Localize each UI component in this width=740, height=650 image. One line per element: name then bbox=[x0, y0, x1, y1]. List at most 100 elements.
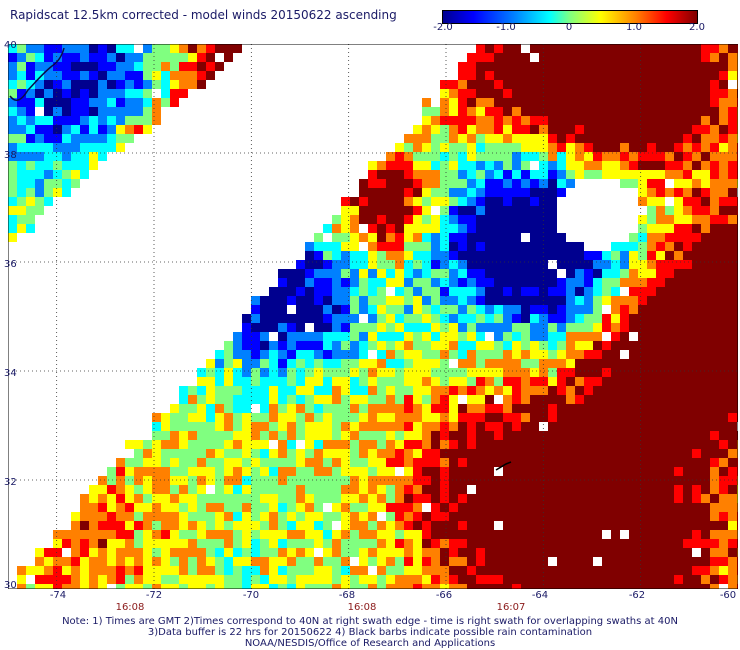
wind-cell bbox=[692, 143, 701, 152]
wind-cell bbox=[359, 566, 368, 575]
wind-cell bbox=[440, 539, 449, 548]
wind-cell bbox=[278, 269, 287, 278]
wind-cell bbox=[377, 557, 386, 566]
wind-cell bbox=[683, 296, 692, 305]
wind-cell bbox=[332, 350, 341, 359]
wind-cell bbox=[395, 431, 404, 440]
wind-cell bbox=[512, 80, 521, 89]
wind-cell bbox=[566, 152, 575, 161]
wind-cell bbox=[323, 332, 332, 341]
wind-cell bbox=[692, 215, 701, 224]
wind-cell bbox=[728, 323, 737, 332]
wind-cell bbox=[269, 386, 278, 395]
wind-cell bbox=[341, 251, 350, 260]
wind-cell bbox=[17, 584, 26, 589]
wind-cell bbox=[440, 503, 449, 512]
wind-cell bbox=[143, 503, 152, 512]
wind-cell bbox=[557, 449, 566, 458]
wind-cell bbox=[656, 44, 665, 53]
wind-cell bbox=[647, 170, 656, 179]
wind-cell bbox=[683, 44, 692, 53]
wind-cell bbox=[692, 332, 701, 341]
wind-cell bbox=[116, 476, 125, 485]
wind-cell bbox=[620, 431, 629, 440]
wind-cell bbox=[269, 476, 278, 485]
wind-cell bbox=[440, 125, 449, 134]
wind-cell bbox=[647, 71, 656, 80]
wind-cell bbox=[701, 530, 710, 539]
wind-cell bbox=[701, 467, 710, 476]
wind-cell bbox=[512, 494, 521, 503]
wind-cell bbox=[683, 125, 692, 134]
wind-cell bbox=[350, 269, 359, 278]
wind-cell bbox=[377, 575, 386, 584]
wind-cell bbox=[665, 44, 674, 53]
wind-cell bbox=[413, 458, 422, 467]
wind-cell bbox=[341, 260, 350, 269]
wind-cell bbox=[413, 584, 422, 589]
wind-cell bbox=[593, 566, 602, 575]
wind-cell bbox=[269, 584, 278, 589]
wind-cell bbox=[305, 485, 314, 494]
wind-cell bbox=[17, 188, 26, 197]
wind-cell bbox=[35, 134, 44, 143]
wind-cell bbox=[485, 260, 494, 269]
wind-cell bbox=[35, 188, 44, 197]
wind-cell bbox=[377, 269, 386, 278]
wind-cell bbox=[359, 548, 368, 557]
wind-cell bbox=[719, 179, 728, 188]
wind-cell bbox=[242, 422, 251, 431]
wind-cell bbox=[431, 251, 440, 260]
wind-cell bbox=[251, 386, 260, 395]
wind-cell bbox=[620, 107, 629, 116]
wind-cell bbox=[476, 314, 485, 323]
wind-cell bbox=[512, 485, 521, 494]
wind-cell bbox=[98, 584, 107, 589]
wind-cell bbox=[404, 575, 413, 584]
wind-cell bbox=[557, 296, 566, 305]
wind-cell bbox=[602, 494, 611, 503]
wind-cell bbox=[503, 458, 512, 467]
wind-cell bbox=[53, 107, 62, 116]
wind-cell bbox=[152, 548, 161, 557]
wind-cell bbox=[377, 206, 386, 215]
wind-cell bbox=[188, 575, 197, 584]
wind-cell bbox=[728, 224, 737, 233]
wind-cell bbox=[719, 341, 728, 350]
wind-cell bbox=[566, 107, 575, 116]
wind-cell bbox=[503, 431, 512, 440]
wind-cell bbox=[278, 449, 287, 458]
wind-cell bbox=[179, 89, 188, 98]
wind-cell bbox=[386, 314, 395, 323]
wind-cell bbox=[602, 395, 611, 404]
wind-cell bbox=[269, 314, 278, 323]
wind-cell bbox=[575, 80, 584, 89]
wind-cell bbox=[566, 494, 575, 503]
wind-cell bbox=[332, 530, 341, 539]
wind-cell bbox=[440, 566, 449, 575]
wind-cell bbox=[278, 368, 287, 377]
wind-cell bbox=[611, 539, 620, 548]
wind-cell bbox=[152, 116, 161, 125]
wind-cell bbox=[710, 125, 719, 134]
wind-cell bbox=[422, 566, 431, 575]
wind-cell bbox=[413, 440, 422, 449]
wind-cell bbox=[710, 98, 719, 107]
wind-cell bbox=[422, 296, 431, 305]
wind-cell bbox=[701, 557, 710, 566]
wind-cell bbox=[575, 98, 584, 107]
wind-cell bbox=[269, 323, 278, 332]
wind-cell bbox=[440, 395, 449, 404]
wind-cell bbox=[170, 494, 179, 503]
wind-cell bbox=[440, 314, 449, 323]
wind-cell bbox=[206, 467, 215, 476]
wind-cell bbox=[278, 323, 287, 332]
wind-cell bbox=[314, 242, 323, 251]
wind-cell bbox=[566, 341, 575, 350]
wind-cell bbox=[404, 440, 413, 449]
wind-cell bbox=[143, 80, 152, 89]
wind-cell bbox=[521, 314, 530, 323]
wind-cell bbox=[512, 53, 521, 62]
wind-cell bbox=[575, 413, 584, 422]
wind-cell bbox=[98, 485, 107, 494]
